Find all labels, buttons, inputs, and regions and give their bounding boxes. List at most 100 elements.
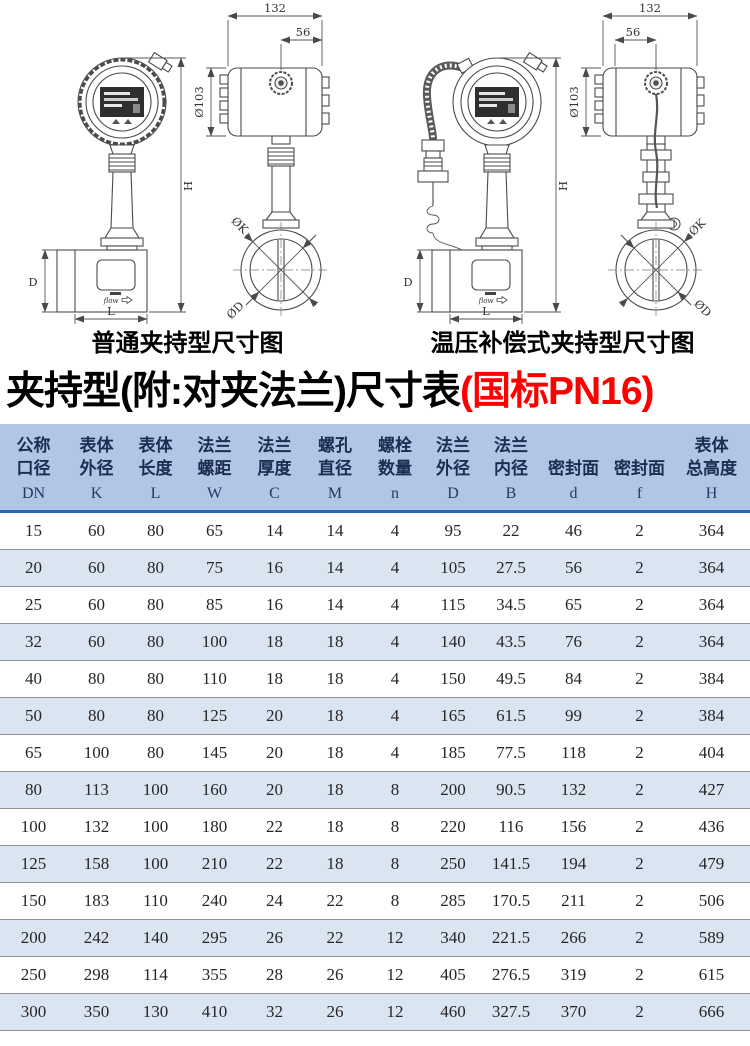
- table-cell: 60: [67, 585, 126, 624]
- table-cell: 221.5: [481, 918, 541, 957]
- table-cell: 100: [126, 844, 185, 883]
- table-cell: 242: [67, 918, 126, 957]
- table-cell: 266: [541, 918, 606, 957]
- neck-stem: [100, 144, 144, 251]
- title-highlight: (国标PN16): [459, 370, 655, 413]
- dim-label-56: 56: [626, 25, 641, 39]
- column-header: 表体 外径 K: [67, 423, 126, 513]
- table-cell: 80: [67, 659, 126, 698]
- table-cell: 100: [185, 622, 244, 661]
- table-cell: 22: [502, 520, 520, 540]
- flow-arrow-icon: [121, 295, 133, 305]
- dim-label-dn: ØD: [224, 299, 247, 322]
- table-cell: 14: [305, 585, 365, 624]
- table-cell: 4: [365, 585, 425, 624]
- table-cell: 110: [185, 659, 244, 698]
- table-cell: 95: [444, 520, 462, 540]
- table-cell: 65: [0, 733, 67, 772]
- table-cell: 77.5: [481, 733, 541, 772]
- table-cell: 384: [673, 696, 750, 735]
- table-cell: 118: [541, 733, 606, 772]
- table-row: 65 100 80 145 20 18 4 185 77.5 118 2 404: [0, 733, 750, 772]
- table-cell: 156: [541, 807, 606, 846]
- table-cell: 115: [425, 585, 481, 624]
- table-cell: 40: [0, 659, 67, 698]
- front-dimensions: D L H: [28, 57, 195, 324]
- flow-label: flow: [103, 297, 119, 305]
- table-cell: 185: [425, 733, 481, 772]
- table-cell: 65: [206, 520, 223, 540]
- table-cell: 250: [425, 844, 481, 883]
- table-cell: 76: [541, 622, 606, 661]
- table-cell: 180: [185, 807, 244, 846]
- meter-body: flow: [431, 249, 523, 313]
- table-cell: 8: [365, 807, 425, 846]
- table-cell: 84: [541, 659, 606, 698]
- table-cell: 340: [425, 918, 481, 957]
- table-row: 20 60 80 75 16 14 4 105 27.5 56 2 364: [0, 548, 750, 587]
- dim-label-132: 132: [264, 2, 286, 15]
- table-cell: 20: [244, 696, 305, 735]
- table-cell: 60: [67, 548, 126, 587]
- drawing-normal-clamp: flow D L H: [28, 1, 330, 324]
- table-cell: 165: [425, 696, 481, 735]
- table-cell: 460: [425, 992, 481, 1031]
- table-cell: 28: [244, 955, 305, 994]
- table-cell: 22: [305, 918, 365, 957]
- table-cell: 370: [541, 992, 606, 1031]
- table-cell: 50: [0, 696, 67, 735]
- column-header: 法兰 外径 D: [425, 423, 481, 513]
- table-cell: 145: [185, 733, 244, 772]
- table-cell: 285: [425, 881, 481, 920]
- wafer-body: ØK ØD: [608, 216, 714, 320]
- table-cell: 22: [305, 881, 365, 920]
- table-cell: 80: [147, 520, 164, 540]
- table-cell: 300: [0, 992, 67, 1031]
- table-cell: 80: [126, 733, 185, 772]
- table-cell: 18: [244, 659, 305, 698]
- flow-arrow-icon: [496, 295, 508, 305]
- table-cell: 479: [673, 844, 750, 883]
- table-cell: 4: [365, 733, 425, 772]
- table-cell: 20: [244, 770, 305, 809]
- column-header: 法兰 螺距 W: [185, 423, 244, 513]
- table-cell: 2: [606, 770, 673, 809]
- column-header: 公称 口径 DN: [0, 423, 67, 513]
- table-cell: 49.5: [481, 659, 541, 698]
- table-cell: 99: [541, 696, 606, 735]
- table-cell: 384: [673, 659, 750, 698]
- table-row: 150 183 110 240 24 22 8 285 170.5 211 2 506: [0, 881, 750, 920]
- column-header: 法兰 内径 B: [481, 423, 541, 513]
- column-header: 表体 长度 L: [126, 423, 185, 513]
- dim-label-d: D: [28, 275, 37, 289]
- table-row: 15 60 80 65 14 14 4 95 22 46 2 364: [0, 511, 750, 549]
- table-cell: 200: [425, 770, 481, 809]
- side-dimensions: 132 56 Ø103: [567, 1, 698, 137]
- table-row: 125 158 100 210 22 18 8 250 141.5 194 2 479: [0, 844, 750, 883]
- table-cell: 100: [67, 733, 126, 772]
- side-stem: [262, 147, 300, 229]
- figure-normal-clamp: flow D L H: [0, 1, 375, 359]
- table-cell: 364: [673, 622, 750, 661]
- table-cell: 20: [244, 733, 305, 772]
- table-cell: 18: [244, 622, 305, 661]
- wafer-body: ØK ØD: [224, 214, 329, 322]
- table-cell: 404: [673, 733, 750, 772]
- table-row: 300 350 130 410 32 26 12 460 327.5 370 2 666: [0, 992, 750, 1031]
- table-cell: 15: [25, 520, 42, 540]
- table-cell: 61.5: [481, 696, 541, 735]
- table-row: 100 132 100 180 22 18 8 220 116 156 2 436: [0, 807, 750, 846]
- table-cell: 16: [244, 548, 305, 587]
- table-cell: 26: [244, 918, 305, 957]
- side-housing: [594, 67, 705, 145]
- table-cell: 194: [541, 844, 606, 883]
- dim-label-d: D: [403, 275, 412, 289]
- table-cell: 170.5: [481, 881, 541, 920]
- table-cell: 211: [541, 881, 606, 920]
- table-cell: 56: [541, 548, 606, 587]
- table-cell: 14: [266, 520, 283, 540]
- table-cell: 2: [606, 844, 673, 883]
- table-cell: 18: [305, 733, 365, 772]
- table-cell: 4: [365, 659, 425, 698]
- table-cell: 2: [635, 520, 644, 540]
